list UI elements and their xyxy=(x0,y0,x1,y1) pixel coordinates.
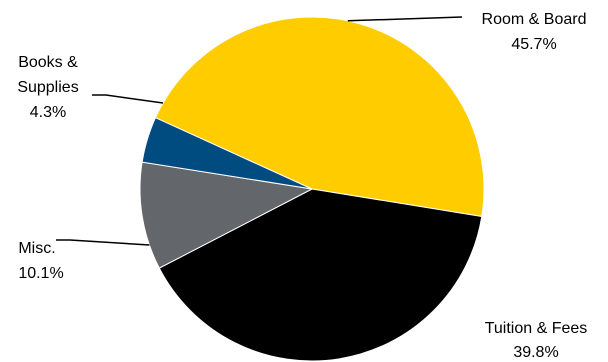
slice-label-misc: Misc. xyxy=(18,240,55,257)
slice-value-room-board: 45.7% xyxy=(511,36,556,53)
slice-value-books-supplies: 4.3% xyxy=(30,104,66,121)
slice-label-tuition-fees: Tuition & Fees xyxy=(485,320,588,337)
slice-label-room-board: Room & Board xyxy=(482,11,587,28)
leader-line-misc xyxy=(56,239,150,246)
slice-value-tuition-fees: 39.8% xyxy=(513,344,558,361)
pie-slices xyxy=(139,16,485,362)
pie-slice-tuition-fees xyxy=(158,188,483,362)
label-misc: Misc. 10.1% xyxy=(18,240,63,282)
leader-line-room-board xyxy=(347,16,463,22)
slice-label-books-supplies-line2: Supplies xyxy=(17,79,78,96)
leader-line-books-supplies xyxy=(92,94,164,104)
leader-lines xyxy=(56,16,463,246)
label-room-board: Room & Board 45.7% xyxy=(482,11,587,53)
label-tuition-fees: Tuition & Fees 39.8% xyxy=(485,320,588,361)
pie-slice-books-supplies xyxy=(141,117,313,190)
slice-value-misc: 10.1% xyxy=(18,265,63,282)
pie-slice-misc xyxy=(139,161,314,269)
label-books-supplies: Books & Supplies 4.3% xyxy=(17,54,78,121)
slice-label-books-supplies-line1: Books & xyxy=(18,54,78,71)
pie-slice-room-board xyxy=(154,16,485,218)
